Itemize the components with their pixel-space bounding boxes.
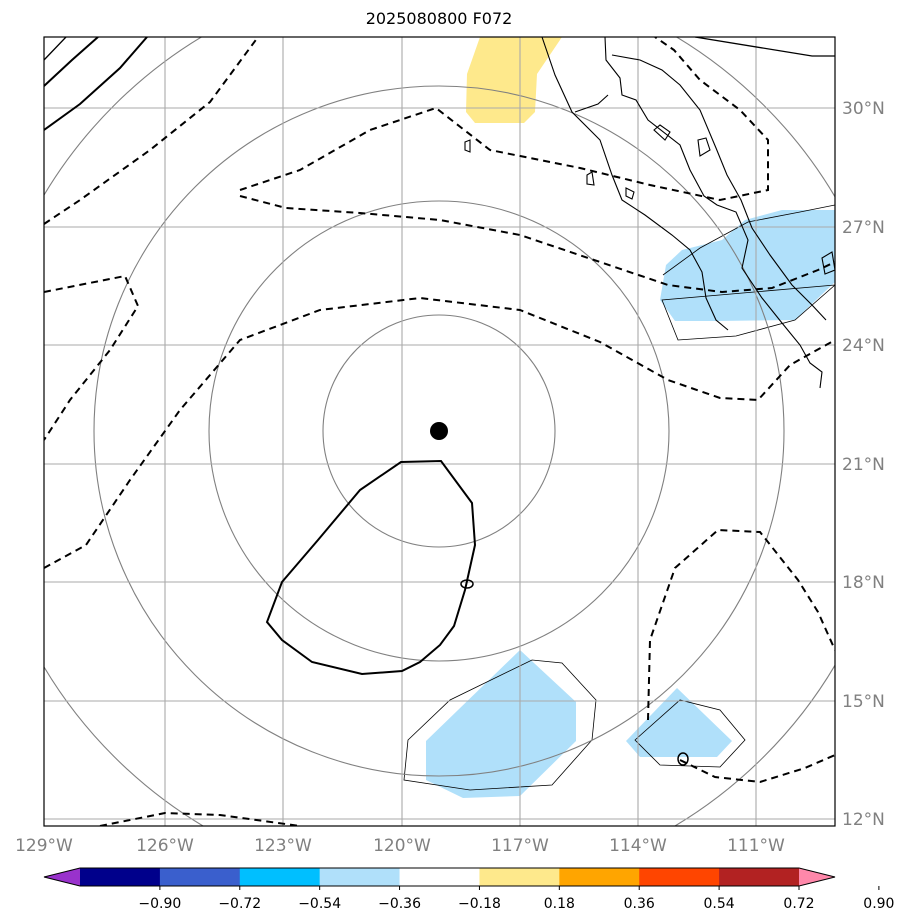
colorbar-tick-label: −0.90 bbox=[138, 896, 181, 912]
coastline bbox=[464, 37, 835, 389]
colorbar-extend-low bbox=[44, 868, 80, 886]
coastline-baja-west bbox=[541, 37, 729, 331]
contour-dashed-1 bbox=[44, 37, 259, 225]
lon-tick-label: 129°W bbox=[15, 836, 73, 856]
range-ring-1 bbox=[322, 314, 556, 548]
contour-solid-2 bbox=[44, 37, 148, 131]
contour-solid-closed bbox=[265, 459, 477, 676]
island-6 bbox=[821, 251, 835, 275]
colorbar-swatch bbox=[559, 868, 640, 886]
lat-tick-labels: 30°N 27°N 24°N 21°N 18°N 15°N 12°N bbox=[842, 99, 885, 830]
range-ring-3 bbox=[93, 85, 785, 777]
lon-tick-label: 117°W bbox=[491, 836, 549, 856]
island-4 bbox=[464, 139, 471, 153]
colorbar-tick-label: −0.72 bbox=[218, 896, 261, 912]
small-contour-loop-2 bbox=[677, 752, 689, 766]
small-contour-loop-1 bbox=[460, 579, 474, 589]
outline-southeast bbox=[634, 699, 746, 768]
lon-tick-labels: 129°W 126°W 123°W 120°W 117°W 114°W 111°… bbox=[15, 836, 785, 856]
lat-tick-label: 30°N bbox=[842, 99, 885, 119]
lon-tick-label: 111°W bbox=[727, 836, 785, 856]
lat-tick-label: 12°N bbox=[842, 810, 885, 830]
colorbar-tick-label: −0.18 bbox=[458, 896, 501, 912]
colorbar-swatches bbox=[43, 867, 836, 887]
colorbar-outline bbox=[43, 867, 836, 887]
lon-tick-label: 126°W bbox=[136, 836, 194, 856]
colorbar-swatch bbox=[399, 868, 480, 886]
lat-tick-label: 21°N bbox=[842, 455, 885, 475]
range-rings bbox=[44, 37, 835, 826]
contour-dashed-7 bbox=[679, 754, 835, 784]
colorbar-swatch bbox=[639, 868, 720, 886]
colorbar-swatch bbox=[239, 868, 321, 886]
outline-baja bbox=[661, 204, 835, 341]
center-marker bbox=[430, 422, 448, 440]
colorbar-tick-labels: −0.90 −0.72 −0.54 −0.36 −0.18 0.18 0.36 0.54 0.7… bbox=[138, 886, 894, 912]
colorbar: −0.90 −0.72 −0.54 −0.36 −0.18 0.18 0.36 0.54 0.7… bbox=[43, 867, 894, 912]
shade-positive-north bbox=[466, 37, 562, 123]
colorbar-tick-label: 0.36 bbox=[624, 896, 655, 912]
colorbar-tick-label: −0.54 bbox=[298, 896, 341, 912]
shade-negative-baja bbox=[660, 210, 835, 321]
lon-tick-label: 120°W bbox=[373, 836, 431, 856]
lat-tick-label: 15°N bbox=[842, 692, 885, 712]
lat-tick-label: 18°N bbox=[842, 573, 885, 593]
colorbar-tick-label: −0.36 bbox=[378, 896, 421, 912]
colorbar-swatch bbox=[479, 868, 560, 886]
contour-solid-1 bbox=[44, 37, 99, 87]
coastline-baja-east bbox=[611, 54, 827, 321]
colorbar-swatch bbox=[80, 868, 161, 886]
contour-dashed-2 bbox=[239, 37, 769, 202]
colorbar-tick-label: 0.90 bbox=[863, 896, 894, 912]
range-ring-2 bbox=[208, 200, 670, 662]
colorbar-swatch bbox=[719, 868, 800, 886]
contour-dashed-6 bbox=[647, 528, 835, 721]
lon-tick-label: 114°W bbox=[609, 836, 667, 856]
colorbar-swatch bbox=[159, 868, 241, 886]
colorbar-swatch bbox=[319, 868, 401, 886]
lat-tick-label: 24°N bbox=[842, 336, 885, 356]
contour-solid-4 bbox=[694, 37, 835, 57]
chart-title: 2025080800 F072 bbox=[365, 9, 513, 28]
contour-dashed-5 bbox=[44, 296, 835, 569]
colorbar-extend-high bbox=[799, 868, 835, 886]
contour-lines bbox=[44, 37, 835, 826]
plot-frame bbox=[43, 36, 836, 827]
coastline-mainland bbox=[604, 37, 823, 389]
shade-negative-southeast bbox=[626, 688, 732, 757]
lat-tick-label: 27°N bbox=[842, 218, 885, 238]
outline-south bbox=[403, 659, 597, 791]
island-2 bbox=[697, 137, 711, 157]
colorbar-tick-label: 0.72 bbox=[783, 896, 814, 912]
shade-outlines bbox=[403, 204, 835, 791]
contour-dashed-8 bbox=[99, 811, 301, 826]
island-3 bbox=[586, 171, 595, 186]
contour-solid-3 bbox=[44, 37, 67, 61]
colorbar-tick-label: 0.54 bbox=[704, 896, 735, 912]
colorbar-tick-label: 0.18 bbox=[544, 896, 575, 912]
island-1 bbox=[653, 124, 671, 141]
lon-tick-label: 123°W bbox=[254, 836, 312, 856]
contour-dashed-3 bbox=[239, 195, 835, 294]
island-5 bbox=[625, 187, 635, 200]
